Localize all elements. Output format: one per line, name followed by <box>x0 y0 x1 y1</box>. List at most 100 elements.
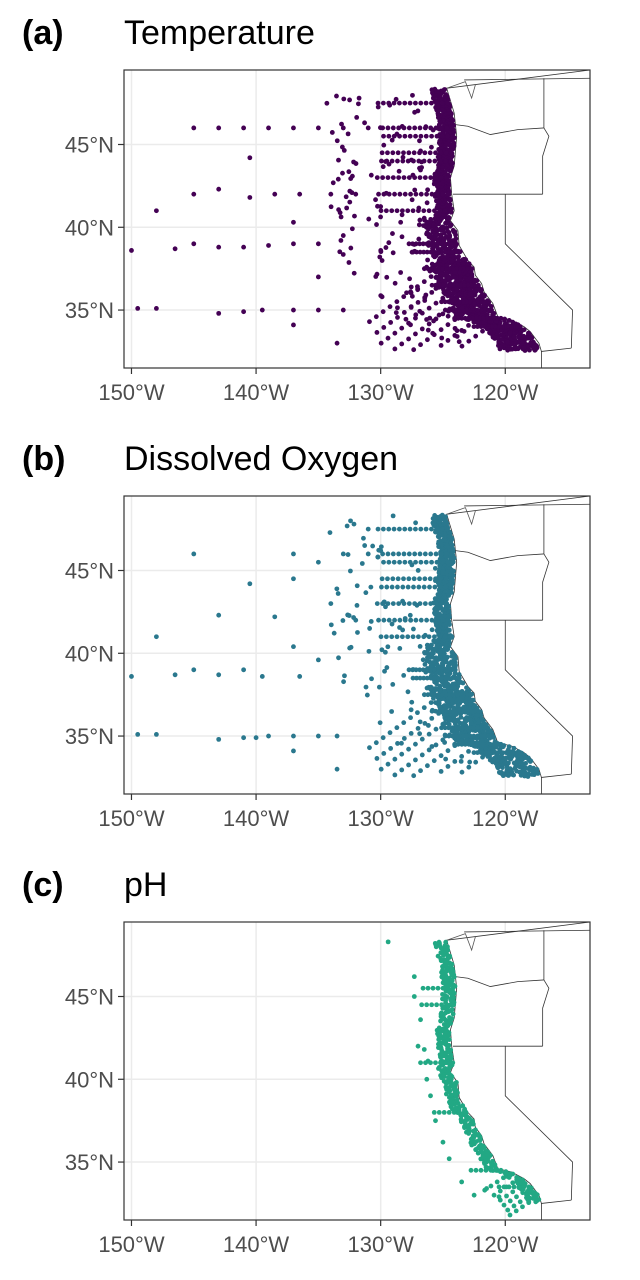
data-point <box>431 667 437 673</box>
data-point <box>412 125 418 131</box>
data-point <box>346 260 352 265</box>
data-point <box>437 584 443 590</box>
data-point <box>394 131 400 137</box>
data-point <box>408 715 413 721</box>
data-point <box>433 655 439 661</box>
data-point <box>450 307 455 313</box>
data-point <box>356 101 361 107</box>
data-point <box>491 1192 497 1198</box>
data-point <box>459 315 465 321</box>
data-point <box>418 133 424 139</box>
data-point <box>380 526 386 532</box>
data-point <box>449 725 455 731</box>
data-point <box>377 254 383 260</box>
data-point <box>417 241 423 247</box>
data-point <box>401 175 407 181</box>
data-point <box>432 584 438 590</box>
data-point <box>266 733 271 739</box>
data-point <box>464 685 469 691</box>
data-point <box>448 634 453 640</box>
data-point <box>420 657 426 663</box>
data-point <box>505 1207 511 1213</box>
data-point <box>324 100 330 106</box>
data-point <box>483 750 489 756</box>
data-point <box>392 330 398 336</box>
data-point <box>347 188 353 194</box>
coastline-detail <box>446 933 476 952</box>
data-point <box>466 741 472 747</box>
data-point <box>391 559 397 565</box>
data-point <box>315 241 321 247</box>
data-point <box>507 1171 513 1177</box>
data-point <box>353 191 359 197</box>
plot-border <box>123 495 591 795</box>
data-point <box>433 551 439 557</box>
data-point <box>452 297 457 303</box>
data-point <box>415 710 420 716</box>
data-point <box>443 282 449 288</box>
data-point <box>446 692 452 698</box>
data-point <box>418 100 424 106</box>
data-point <box>516 1185 522 1191</box>
data-point <box>328 601 334 607</box>
data-point <box>129 674 134 679</box>
data-point <box>439 692 445 698</box>
data-point <box>334 340 340 346</box>
data-point <box>418 768 423 774</box>
state-boundary <box>455 550 544 561</box>
data-point <box>216 310 222 316</box>
data-point <box>379 294 385 300</box>
data-point <box>460 1103 466 1109</box>
data-point <box>426 747 432 753</box>
data-point <box>377 720 383 726</box>
data-point <box>438 950 444 956</box>
data-point <box>381 599 387 605</box>
data-point <box>426 321 432 327</box>
data-point <box>418 191 424 197</box>
x-tick-label: 140°W <box>223 380 290 405</box>
data-point <box>457 266 463 272</box>
data-point <box>430 330 436 336</box>
data-point <box>449 125 455 131</box>
data-point <box>417 576 422 582</box>
data-point <box>387 730 393 736</box>
data-point <box>478 299 484 305</box>
data-point <box>424 649 430 655</box>
data-point <box>411 584 416 590</box>
data-point <box>494 315 500 321</box>
data-point <box>422 601 428 607</box>
data-point <box>443 1060 448 1066</box>
data-point <box>337 249 343 255</box>
data-point <box>340 307 346 313</box>
data-point <box>330 180 336 186</box>
data-point <box>411 242 417 247</box>
data-point <box>375 203 380 209</box>
data-point <box>437 683 443 689</box>
data-point <box>439 249 444 255</box>
data-point <box>478 324 484 330</box>
data-point <box>389 208 395 214</box>
data-point <box>390 681 396 687</box>
data-point <box>443 576 449 582</box>
data-point <box>431 241 437 247</box>
data-point <box>272 614 278 620</box>
data-point <box>492 324 498 330</box>
data-point <box>449 150 454 156</box>
data-point <box>443 92 449 97</box>
data-point <box>442 732 448 738</box>
data-point <box>354 602 360 608</box>
data-point <box>421 705 427 711</box>
data-point <box>447 708 453 714</box>
data-point <box>441 235 447 241</box>
data-point <box>417 667 423 673</box>
data-point <box>373 197 378 203</box>
data-point <box>475 324 480 330</box>
data-point <box>478 307 484 313</box>
y-tick-label: 45°N <box>65 985 114 1010</box>
data-point <box>458 1117 464 1122</box>
data-point <box>509 324 514 330</box>
data-point <box>291 241 296 247</box>
data-point <box>466 338 472 344</box>
data-point <box>432 208 437 214</box>
data-point <box>419 752 425 758</box>
